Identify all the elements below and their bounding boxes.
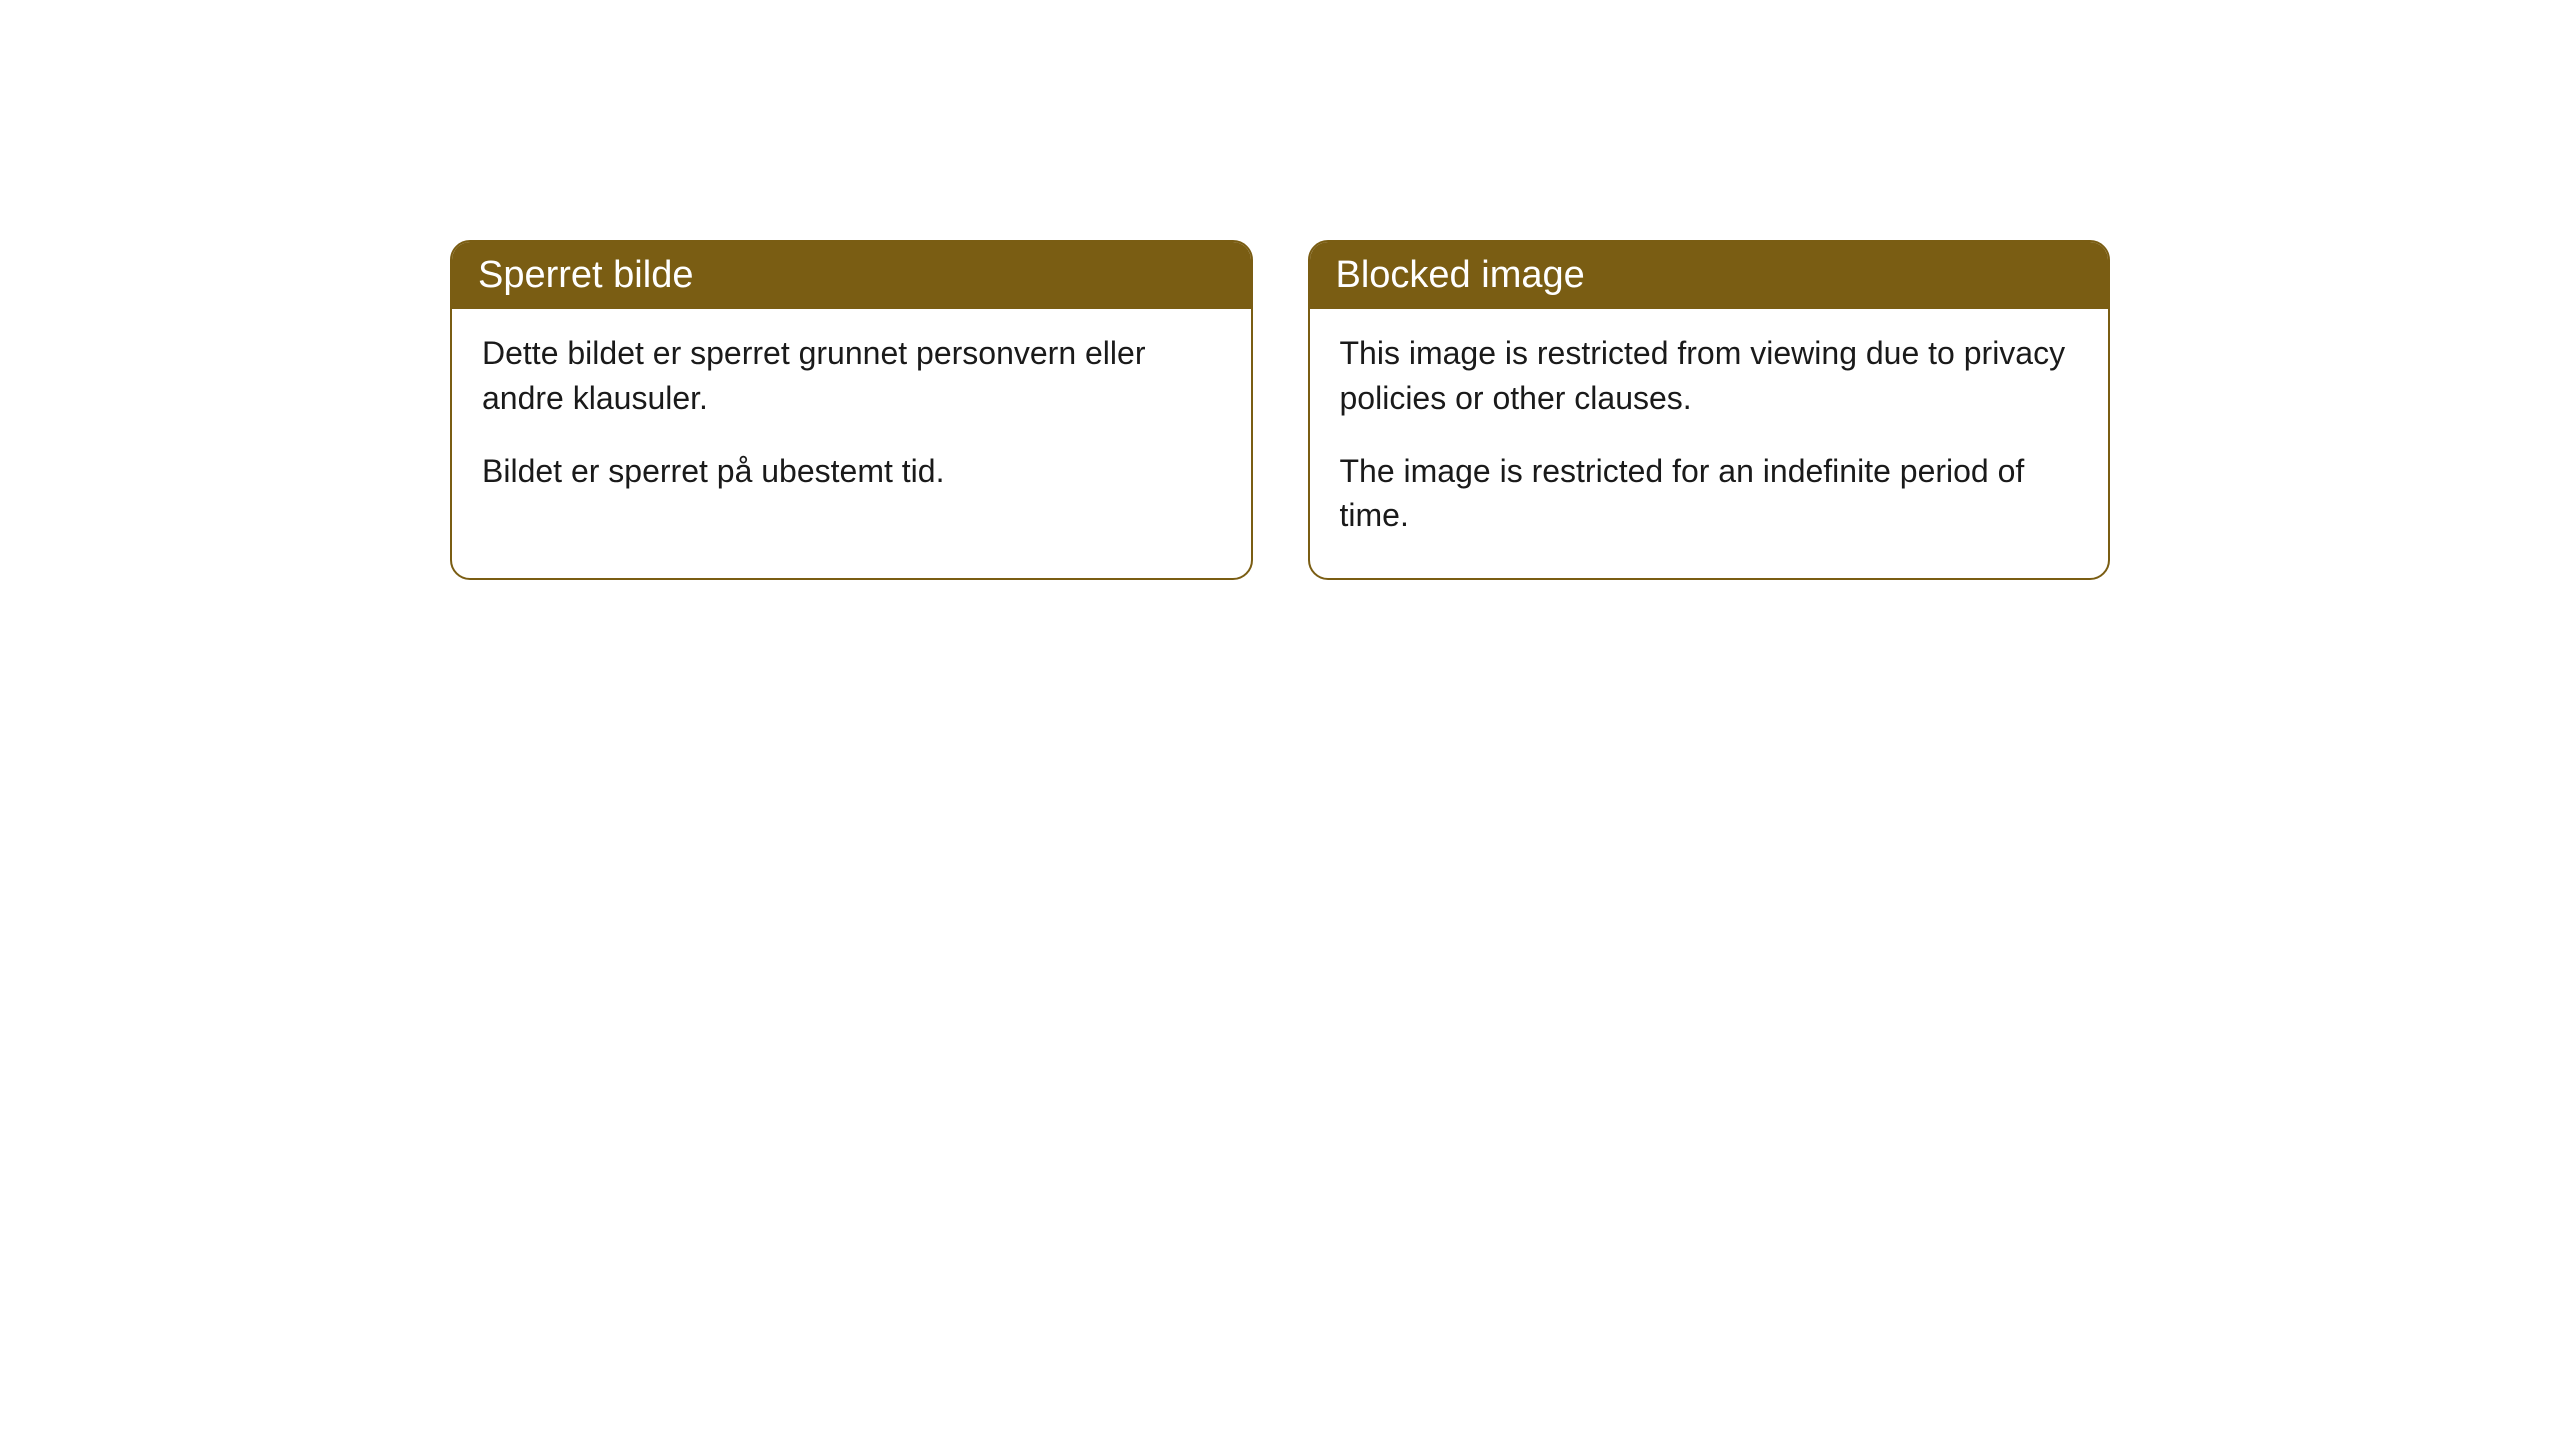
card-paragraph: Dette bildet er sperret grunnet personve… (482, 331, 1221, 421)
card-english: Blocked image This image is restricted f… (1308, 240, 2111, 580)
cards-container: Sperret bilde Dette bildet er sperret gr… (450, 240, 2110, 580)
card-paragraph: This image is restricted from viewing du… (1340, 331, 2079, 421)
card-title: Sperret bilde (478, 254, 693, 296)
card-paragraph: The image is restricted for an indefinit… (1340, 449, 2079, 539)
card-norwegian: Sperret bilde Dette bildet er sperret gr… (450, 240, 1253, 580)
card-title: Blocked image (1336, 254, 1585, 296)
card-header-english: Blocked image (1310, 242, 2109, 309)
card-body-english: This image is restricted from viewing du… (1310, 309, 2109, 578)
card-body-norwegian: Dette bildet er sperret grunnet personve… (452, 309, 1251, 533)
card-header-norwegian: Sperret bilde (452, 242, 1251, 309)
card-paragraph: Bildet er sperret på ubestemt tid. (482, 449, 1221, 494)
